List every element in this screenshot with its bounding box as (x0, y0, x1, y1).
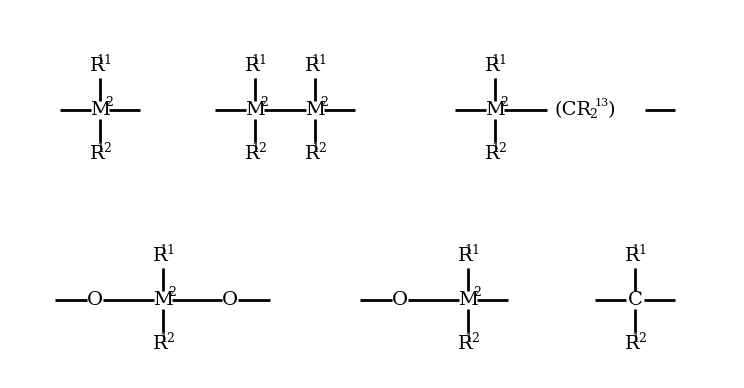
Text: M: M (90, 101, 110, 119)
Text: 11: 11 (96, 54, 112, 66)
Text: R: R (153, 335, 167, 353)
Text: 12: 12 (464, 331, 480, 345)
Text: R: R (245, 57, 260, 75)
Text: R: R (89, 57, 104, 75)
Text: 12: 12 (311, 142, 327, 154)
Text: 13: 13 (595, 98, 609, 108)
Text: 2: 2 (500, 97, 508, 109)
Text: 12: 12 (491, 142, 507, 154)
Text: 11: 11 (491, 54, 507, 66)
Text: C: C (627, 291, 642, 309)
Text: M: M (458, 291, 478, 309)
Text: 2: 2 (589, 107, 597, 121)
Text: 11: 11 (311, 54, 327, 66)
Text: O: O (392, 291, 408, 309)
Text: 12: 12 (631, 331, 647, 345)
Text: R: R (484, 57, 499, 75)
Text: R: R (625, 335, 639, 353)
Text: 11: 11 (464, 244, 480, 256)
Text: R: R (245, 145, 260, 163)
Text: O: O (87, 291, 103, 309)
Text: R: R (458, 335, 472, 353)
Text: 2: 2 (105, 97, 113, 109)
Text: O: O (222, 291, 238, 309)
Text: 11: 11 (159, 244, 175, 256)
Text: 11: 11 (251, 54, 267, 66)
Text: 2: 2 (168, 286, 176, 300)
Text: 11: 11 (631, 244, 647, 256)
Text: M: M (485, 101, 505, 119)
Text: R: R (304, 145, 319, 163)
Text: (CR: (CR (554, 101, 591, 119)
Text: 2: 2 (320, 97, 328, 109)
Text: 12: 12 (159, 331, 175, 345)
Text: M: M (305, 101, 325, 119)
Text: R: R (458, 247, 472, 265)
Text: R: R (625, 247, 639, 265)
Text: M: M (245, 101, 265, 119)
Text: 2: 2 (260, 97, 268, 109)
Text: R: R (153, 247, 167, 265)
Text: 12: 12 (96, 142, 112, 154)
Text: R: R (89, 145, 104, 163)
Text: M: M (153, 291, 173, 309)
Text: R: R (484, 145, 499, 163)
Text: R: R (304, 57, 319, 75)
Text: 2: 2 (473, 286, 481, 300)
Text: 12: 12 (251, 142, 267, 154)
Text: ): ) (607, 101, 615, 119)
